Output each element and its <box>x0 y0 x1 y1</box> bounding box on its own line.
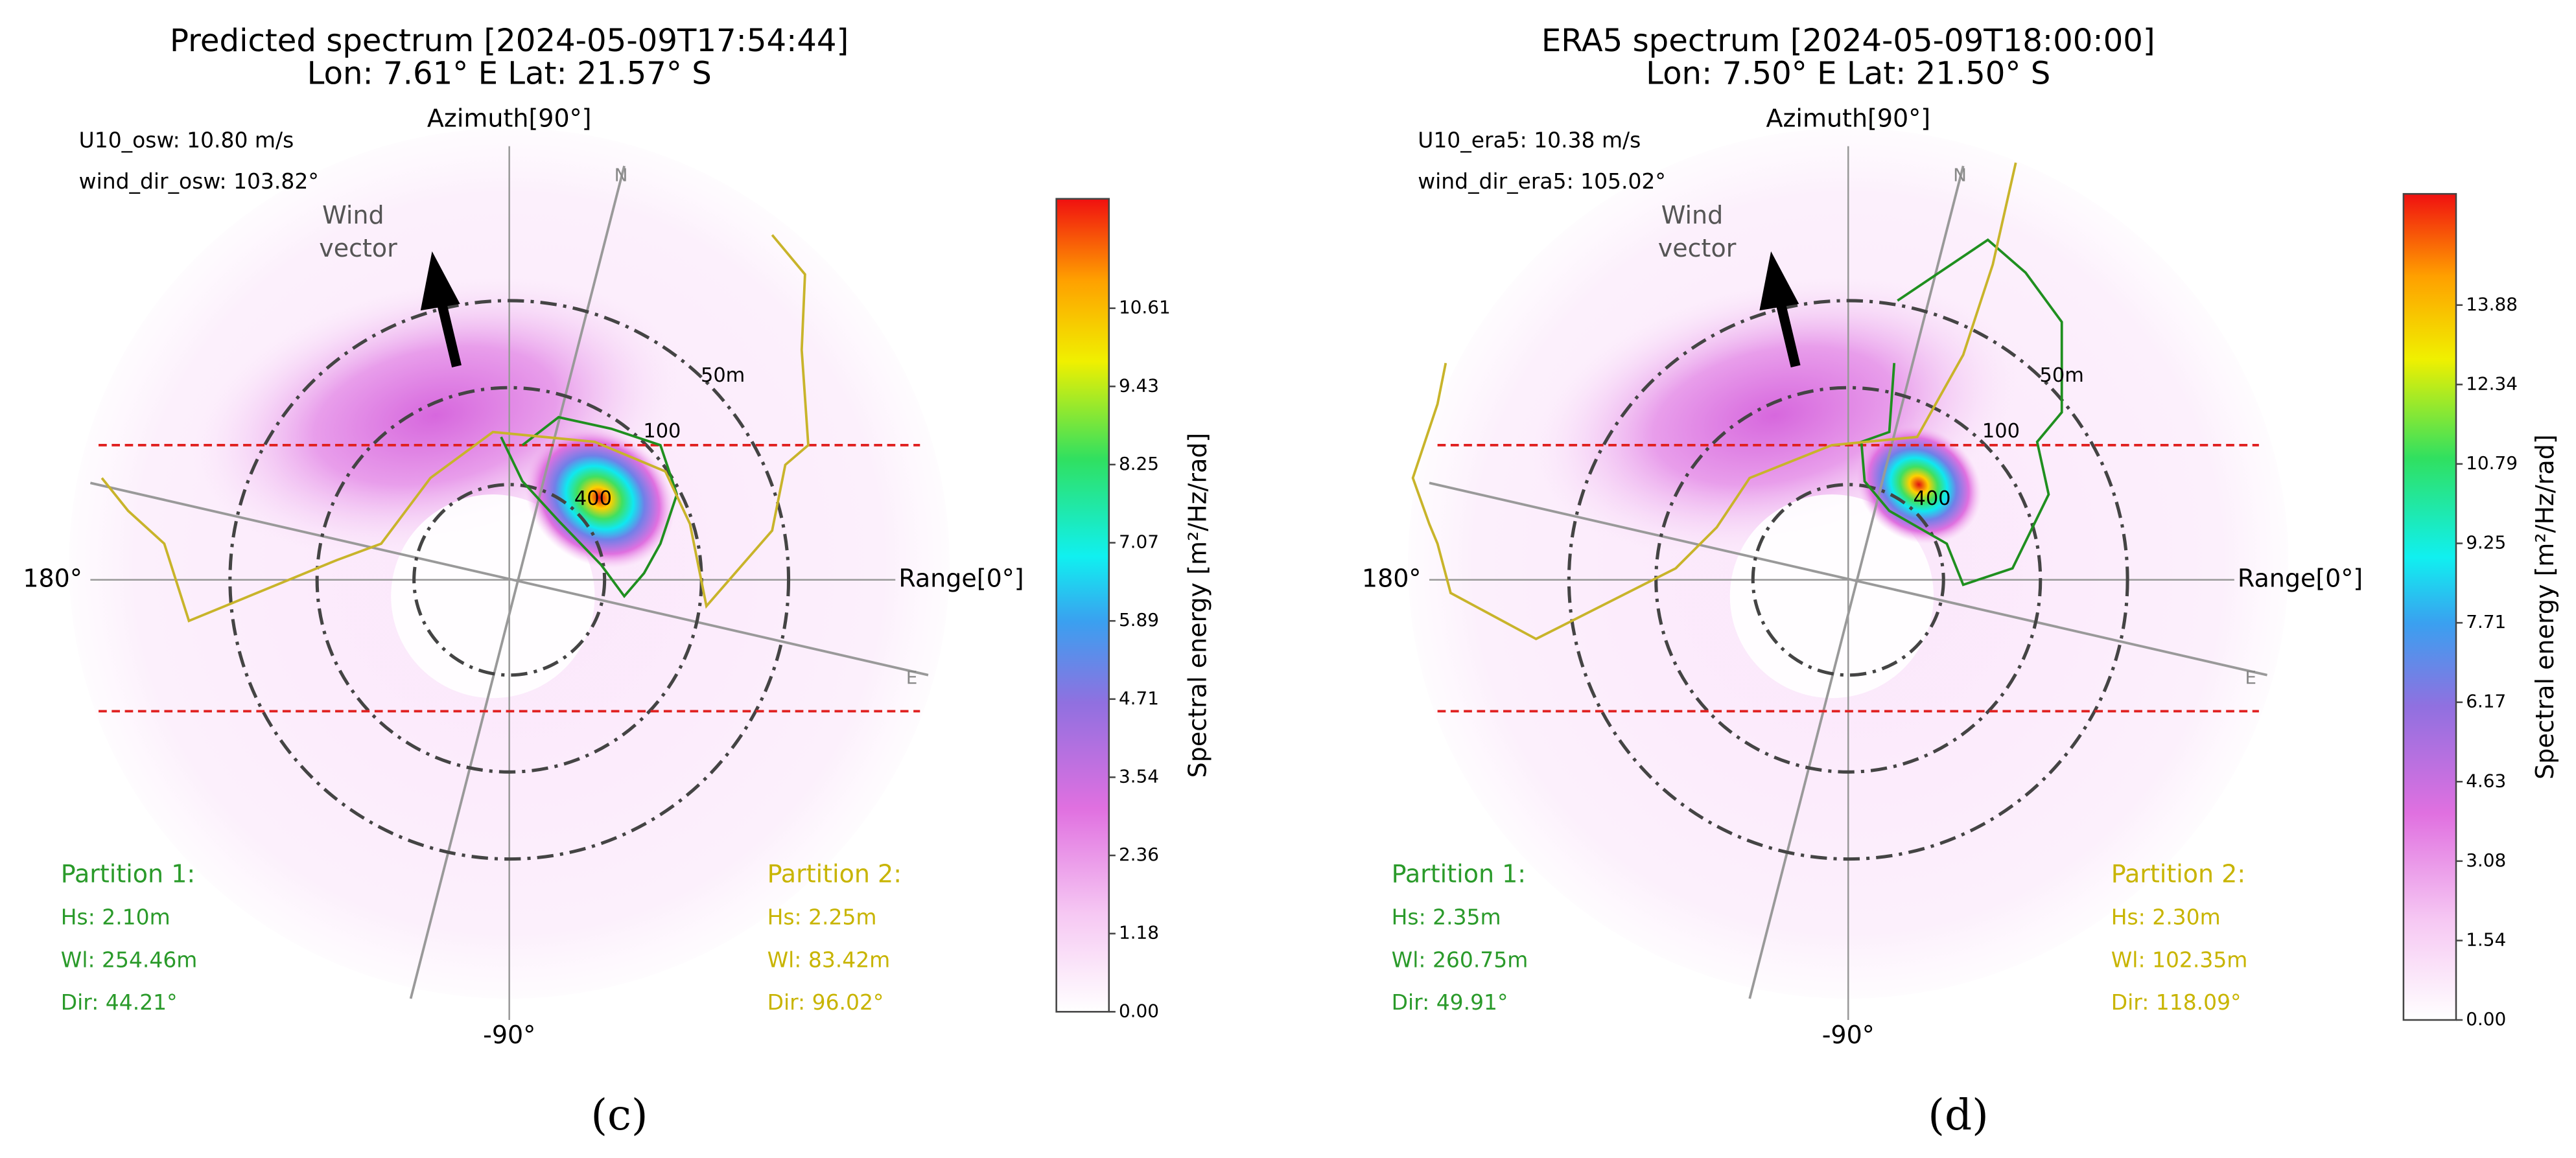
energy-peak <box>524 427 675 568</box>
title: ERA5 spectrum [2024-05-09T18:00:00] <box>1541 23 2155 59</box>
colorbar-tick-label: 8.25 <box>1119 453 1159 474</box>
partition-2-title: Partition 2: <box>2111 859 2245 888</box>
wind-label: Wind <box>1661 201 1724 229</box>
ring-label: 50m <box>2040 364 2084 387</box>
ring-label: 50m <box>701 364 745 387</box>
colorbar-tick-label: 4.71 <box>1119 688 1159 709</box>
colorbar-tick-label: 1.18 <box>1119 922 1159 944</box>
colorbar-tick-label: 6.17 <box>2466 691 2506 712</box>
wind-label: Wind <box>322 201 384 229</box>
east-label: E <box>906 667 918 688</box>
partition-1-info: Dir: 49.91° <box>1392 990 1508 1015</box>
colorbar-tick-label: 2.36 <box>1119 844 1159 865</box>
wavelength-ring <box>412 483 607 677</box>
east-label: E <box>2245 667 2256 688</box>
energy-hole <box>391 494 595 699</box>
partition-2-info: Wl: 83.42m <box>767 947 891 972</box>
partition-2-info: Dir: 118.09° <box>2111 990 2242 1015</box>
colorbar-tick-label: 7.71 <box>2466 611 2506 632</box>
bottom-label: -90° <box>1822 1021 1875 1049</box>
partition-2-contour <box>100 234 810 623</box>
partition-1-info: Wl: 254.46m <box>61 947 198 972</box>
ring-label: 100 <box>643 420 681 443</box>
colorbar-tick-label: 4.63 <box>2466 770 2506 791</box>
wind-info: wind_dir_era5: 105.02° <box>1418 168 1666 194</box>
east-line <box>89 481 929 677</box>
colorbar-tick-label: 9.43 <box>1119 375 1159 396</box>
wavelength-ring <box>1751 483 1945 677</box>
colorbar-tick-label: 7.07 <box>1119 531 1159 553</box>
bottom-label: -90° <box>483 1021 535 1049</box>
energy-peak <box>1856 425 1982 544</box>
colorbar-tick-label: 12.34 <box>2466 373 2518 394</box>
wind-info: U10_era5: 10.38 m/s <box>1418 128 1641 153</box>
partition-1-contour <box>1860 238 2063 586</box>
caption: (d) <box>1928 1090 1989 1140</box>
azimuth-label: Azimuth[90°] <box>1766 104 1930 133</box>
subtitle: Lon: 7.50° E Lat: 21.50° S <box>1646 56 2050 92</box>
partition-2-contour <box>1411 162 2017 641</box>
wavelength-ring <box>228 299 791 861</box>
north-label: N <box>615 164 628 185</box>
spectrum-panel: ERA5 spectrum [2024-05-09T18:00:00]Lon: … <box>1362 23 2559 1140</box>
wind-arrow-shaft <box>435 296 462 368</box>
azimuth-label: Azimuth[90°] <box>427 104 592 133</box>
north-label: N <box>1953 164 1967 185</box>
ring-label: 400 <box>574 487 612 510</box>
colorbar-tick-label: 10.79 <box>2466 452 2518 474</box>
colorbar-tick-label: 13.88 <box>2466 294 2518 315</box>
partition-1-info: Dir: 44.21° <box>61 990 178 1015</box>
east-line <box>1429 481 2267 677</box>
wind-arrow-head <box>1759 251 1799 311</box>
partition-2-title: Partition 2: <box>767 859 902 888</box>
colorbar-tick-label: 5.89 <box>1119 609 1159 631</box>
partition-1-title: Partition 1: <box>61 859 195 888</box>
north-line <box>1748 165 1965 999</box>
north-line <box>409 165 626 999</box>
left-label: 180° <box>1362 564 1422 592</box>
energy-hole <box>1729 494 1934 699</box>
wind-label: vector <box>319 234 397 262</box>
wavelength-ring <box>1654 386 2043 774</box>
partition-2-info: Dir: 96.02° <box>767 990 884 1015</box>
partition-1-info: Hs: 2.35m <box>1392 904 1501 929</box>
wind-arrow-shaft <box>1774 296 1801 368</box>
title: Predicted spectrum [2024-05-09T17:54:44] <box>170 23 849 59</box>
range-label: Range[0°] <box>898 564 1024 592</box>
left-label: 180° <box>23 564 82 592</box>
colorbar-tick-label: 1.54 <box>2466 929 2506 950</box>
wind-info: U10_osw: 10.80 m/s <box>79 128 294 153</box>
partition-1-info: Hs: 2.10m <box>61 904 170 929</box>
wind-label: vector <box>1658 234 1737 262</box>
ring-label: 400 <box>1913 487 1950 510</box>
ring-label: 100 <box>1982 420 2020 443</box>
wind-arrow-head <box>420 251 460 311</box>
partition-1-title: Partition 1: <box>1392 859 1526 888</box>
partition-2-info: Wl: 102.35m <box>2111 947 2248 972</box>
colorbar-label: Spectral energy [m²/Hz/rad] <box>2531 434 2559 780</box>
partition-1-contour <box>500 415 679 599</box>
colorbar-tick-label: 9.25 <box>2466 532 2506 553</box>
subtitle: Lon: 7.61° E Lat: 21.57° S <box>307 56 712 92</box>
colorbar-tick-label: 3.54 <box>1119 765 1159 787</box>
wind-info: wind_dir_osw: 103.82° <box>79 168 319 194</box>
spectrum-panel: Predicted spectrum [2024-05-09T17:54:44]… <box>23 23 1212 1140</box>
colorbar <box>1055 198 1110 1013</box>
wavelength-ring <box>1567 299 2129 861</box>
range-label: Range[0°] <box>2238 564 2363 592</box>
partition-2-info: Hs: 2.30m <box>2111 904 2221 929</box>
colorbar-tick-label: 10.61 <box>1119 297 1171 318</box>
partition-1-info: Wl: 260.75m <box>1392 947 1528 972</box>
caption: (c) <box>591 1090 648 1140</box>
colorbar-tick-label: 0.00 <box>1119 1000 1159 1021</box>
colorbar <box>2402 192 2457 1021</box>
colorbar-tick-label: 3.08 <box>2466 850 2506 871</box>
partition-2-info: Hs: 2.25m <box>767 904 877 929</box>
colorbar-tick-label: 0.00 <box>2466 1008 2506 1030</box>
colorbar-label: Spectral energy [m²/Hz/rad] <box>1184 433 1212 778</box>
